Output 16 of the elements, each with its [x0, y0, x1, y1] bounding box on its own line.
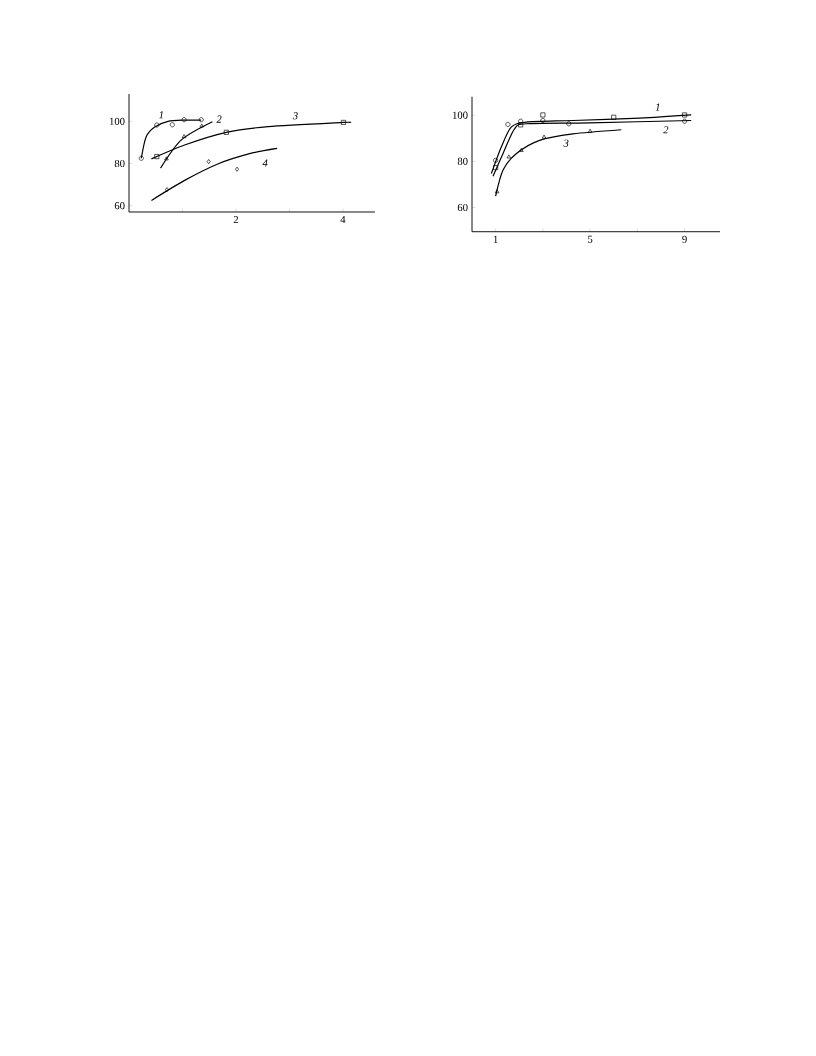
x-tick-label: 5	[588, 235, 593, 243]
x-tick-label: 1	[493, 235, 498, 243]
x-tick-label: 9	[682, 235, 687, 243]
y-tick-label: 80	[457, 157, 468, 165]
y-tick-label: 60	[457, 203, 468, 212]
series-label: 1	[655, 103, 660, 111]
y-tick-label: 100	[109, 117, 125, 125]
series-label: 2	[663, 126, 669, 134]
series-label: 4	[262, 159, 268, 167]
y-tick-label: 80	[114, 159, 125, 168]
series-label: 3	[563, 139, 569, 147]
series-label: 2	[216, 115, 222, 123]
series-label: 1	[159, 111, 163, 119]
y-tick-label: 60	[114, 202, 125, 210]
y-tick-label: 100	[453, 111, 468, 119]
series-label: 3	[292, 112, 298, 120]
